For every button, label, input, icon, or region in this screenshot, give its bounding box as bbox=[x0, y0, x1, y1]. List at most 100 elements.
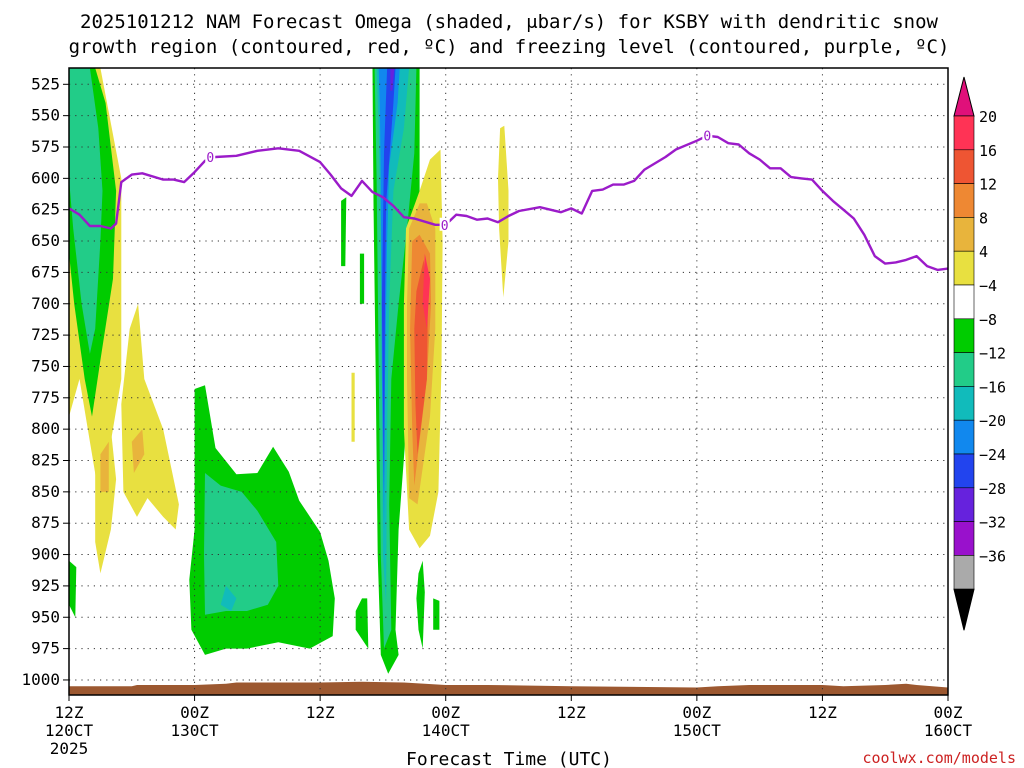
omega-region bbox=[131, 429, 145, 473]
colorbar-bottom-arrow bbox=[953, 588, 975, 631]
freezing-level-contour-label: 0 bbox=[206, 151, 214, 166]
colorbar-label: −24 bbox=[979, 446, 1006, 464]
y-tick-label: 550 bbox=[31, 106, 60, 125]
y-tick-label: 650 bbox=[31, 231, 60, 250]
x-tick-date: 140CT bbox=[422, 721, 471, 740]
omega-region bbox=[359, 253, 365, 304]
colorbar-label: −20 bbox=[979, 412, 1006, 430]
x-tick-date: 130CT bbox=[170, 721, 219, 740]
x-axis-label: Forecast Time (UTC) bbox=[406, 749, 612, 768]
freezing-level-contour-label: 0 bbox=[441, 219, 449, 234]
colorbar-segment bbox=[953, 386, 975, 421]
y-axis: 525 550 575 600 625 650 675 700 725 750 775 800 825 8… bbox=[21, 74, 69, 689]
plot-frame bbox=[68, 67, 949, 696]
chart-title-line1: 2025101212 NAM Forecast Omega (shaded, μ… bbox=[80, 11, 938, 33]
x-tick-time: 12Z bbox=[808, 703, 837, 722]
colorbar-label: −36 bbox=[979, 547, 1006, 565]
y-tick-label: 700 bbox=[31, 294, 60, 313]
omega-region bbox=[381, 68, 396, 492]
y-tick-label: 825 bbox=[31, 451, 60, 470]
y-tick-label: 625 bbox=[31, 200, 60, 219]
colorbar-segment bbox=[953, 250, 975, 286]
omega-region bbox=[390, 68, 395, 91]
omega-region bbox=[416, 560, 425, 649]
x-tick-time: 12Z bbox=[55, 703, 84, 722]
y-tick-label: 1000 bbox=[21, 670, 60, 689]
x-tick-time: 00Z bbox=[682, 703, 711, 722]
x-tick-time: 00Z bbox=[180, 703, 209, 722]
colorbar-label: 4 bbox=[979, 243, 988, 261]
colorbar-label: −32 bbox=[979, 514, 1006, 532]
y-tick-label: 800 bbox=[31, 419, 60, 438]
terrain-fill bbox=[69, 681, 948, 695]
colorbar-segment bbox=[953, 487, 975, 522]
freezing-level-line bbox=[69, 134, 948, 272]
colorbar-label: −16 bbox=[979, 378, 1006, 396]
contour-label-bg bbox=[205, 150, 216, 164]
colorbar-label: 12 bbox=[979, 176, 997, 194]
omega-region bbox=[204, 473, 279, 615]
y-tick-label: 600 bbox=[31, 168, 60, 187]
colorbar-segment bbox=[953, 149, 975, 184]
colorbar-label: 16 bbox=[979, 142, 997, 160]
omega-shading-layer bbox=[69, 68, 509, 674]
x-tick-date: 160CT bbox=[924, 721, 973, 740]
y-tick-label: 575 bbox=[31, 137, 60, 156]
y-tick-label: 850 bbox=[31, 482, 60, 501]
terrain-layer bbox=[69, 681, 948, 695]
omega-region bbox=[100, 441, 109, 492]
colorbar-segment bbox=[953, 419, 975, 455]
y-tick-label: 925 bbox=[31, 576, 60, 595]
omega-region bbox=[433, 598, 440, 630]
freezing-level-layer: 0 0 0 bbox=[69, 128, 948, 272]
colorbar-label: −28 bbox=[979, 480, 1006, 498]
omega-region bbox=[351, 372, 355, 442]
colorbar: 20 16 12 8 4 −4 −8 −12 −16 −20 −24 −28 −32 −36 bbox=[953, 76, 1006, 631]
colorbar-segment bbox=[953, 521, 975, 556]
x-tick-time: 12Z bbox=[557, 703, 586, 722]
colorbar-segment bbox=[953, 453, 975, 489]
colorbar-segment bbox=[953, 217, 975, 252]
y-tick-label: 975 bbox=[31, 639, 60, 658]
omega-region bbox=[341, 197, 347, 267]
x-tick-year: 2025 bbox=[50, 739, 89, 758]
omega-region bbox=[355, 598, 369, 649]
omega-region bbox=[69, 68, 103, 354]
freezing-level-contour-label: 0 bbox=[703, 130, 711, 145]
x-tick-time: 00Z bbox=[431, 703, 460, 722]
x-tick-time: 12Z bbox=[306, 703, 335, 722]
chart-title-line2: growth region (contoured, red, ºC) and f… bbox=[69, 36, 950, 58]
colorbar-top-arrow bbox=[953, 76, 975, 117]
omega-region bbox=[69, 560, 77, 618]
y-tick-label: 675 bbox=[31, 262, 60, 281]
y-tick-label: 750 bbox=[31, 356, 60, 375]
colorbar-segment bbox=[953, 352, 975, 387]
watermark: coolwx.com/models bbox=[862, 749, 1016, 767]
x-tick-date: 150CT bbox=[673, 721, 722, 740]
contour-label-bg bbox=[702, 128, 713, 142]
x-tick-date: 120CT bbox=[45, 721, 94, 740]
colorbar-segment bbox=[953, 284, 975, 320]
y-tick-label: 525 bbox=[31, 74, 60, 93]
y-tick-label: 725 bbox=[31, 325, 60, 344]
colorbar-segment bbox=[953, 555, 975, 590]
colorbar-label: −12 bbox=[979, 345, 1006, 363]
contour-label-bg bbox=[439, 217, 450, 231]
colorbar-segment bbox=[953, 318, 975, 353]
colorbar-label: −4 bbox=[979, 277, 997, 295]
colorbar-label: 8 bbox=[979, 209, 988, 227]
y-tick-label: 900 bbox=[31, 545, 60, 564]
colorbar-label: 20 bbox=[979, 108, 997, 126]
colorbar-segment bbox=[953, 183, 975, 218]
y-tick-label: 875 bbox=[31, 513, 60, 532]
y-tick-label: 775 bbox=[31, 388, 60, 407]
x-tick-time: 00Z bbox=[934, 703, 963, 722]
omega-region bbox=[121, 303, 179, 530]
omega-region bbox=[422, 253, 430, 329]
omega-region bbox=[498, 125, 509, 298]
colorbar-label: −8 bbox=[979, 311, 997, 329]
omega-region bbox=[220, 585, 237, 611]
y-tick-label: 950 bbox=[31, 607, 60, 626]
